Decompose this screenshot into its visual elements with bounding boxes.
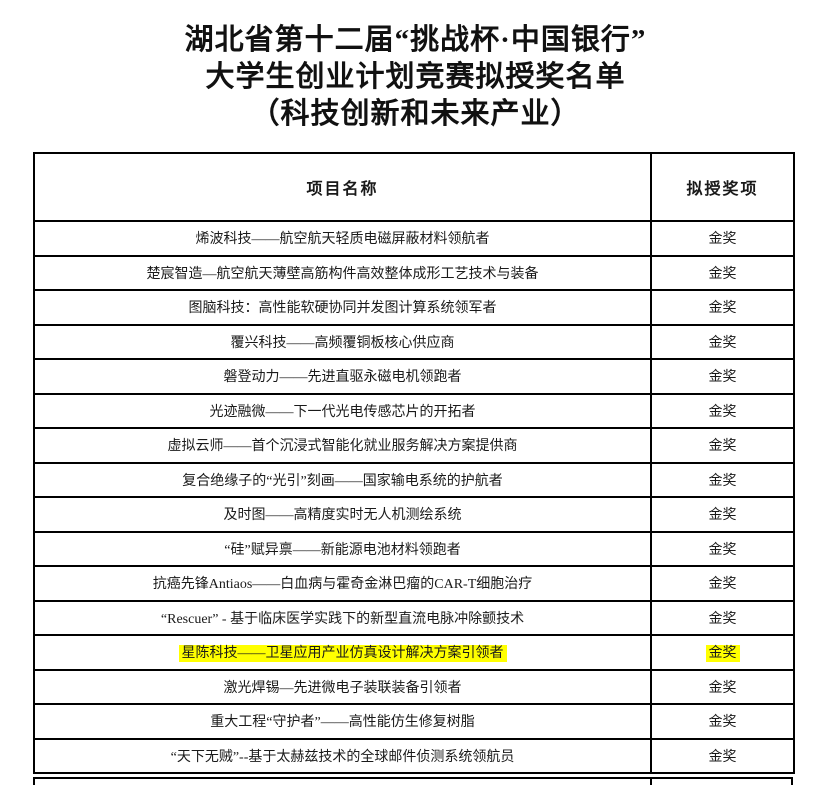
award-value: 金奖 — [708, 370, 737, 386]
project-name: 光迹融微——下一代光电传感芯片的开拓者 — [209, 404, 476, 420]
award-cell: 金奖 — [650, 220, 795, 257]
award-cell: 金奖 — [650, 358, 795, 395]
column-header-award: 拟授奖项 — [650, 152, 795, 222]
award-value: 金奖 — [708, 611, 737, 627]
award-cell: 金奖 — [650, 634, 795, 671]
table-row: 重大工程“守护者”——高性能仿生修复树脂 金奖 — [33, 703, 795, 740]
award-cell: 金奖 — [650, 668, 795, 705]
project-cell: 图脑科技：高性能软硬协同并发图计算系统领军者 — [33, 289, 652, 326]
table-row: “天下无贼”--基于太赫兹技术的全球邮件侦测系统领航员 金奖 — [33, 737, 795, 774]
project-cell: 覆兴科技——高频覆铜板核心供应商 — [33, 323, 652, 360]
project-name: “硅”赋异禀——新能源电池材料领跑者 — [224, 542, 461, 558]
award-value: 金奖 — [708, 542, 737, 558]
award-value: 金奖 — [705, 645, 740, 663]
project-cell: “Rescuer” - 基于临床医学实践下的新型直流电脉冲除颤技术 — [33, 599, 652, 636]
project-name: “天下无贼”--基于太赫兹技术的全球邮件侦测系统领航员 — [170, 749, 515, 765]
project-name: 复合绝缘子的“光引”刻画——国家输电系统的护航者 — [182, 473, 503, 489]
award-value: 金奖 — [708, 232, 737, 248]
project-cell: 磐登动力——先进直驱永磁电机领跑者 — [33, 358, 652, 395]
table-body: 烯波科技——航空航天轻质电磁屏蔽材料领航者 金奖 楚宸智造—航空航天薄壁高筋构件高效… — [33, 220, 795, 774]
award-cell: 金奖 — [650, 565, 795, 602]
table-row: 星陈科技——卫星应用产业仿真设计解决方案引领者 金奖 — [33, 634, 795, 671]
title-line-2: 大学生创业计划竞赛拟授奖名单 — [205, 61, 626, 93]
table-row: 复合绝缘子的“光引”刻画——国家输电系统的护航者 金奖 — [33, 461, 795, 498]
award-cell: 金奖 — [650, 323, 795, 360]
project-name: 覆兴科技——高频覆铜板核心供应商 — [230, 335, 455, 351]
project-cell: 及时图——高精度实时无人机测绘系统 — [33, 496, 652, 533]
project-name: 虚拟云师——首个沉浸式智能化就业服务解决方案提供商 — [167, 439, 518, 455]
title-line-1: 湖北省第十二届“挑战杯·中国银行” — [184, 24, 647, 56]
project-name: “Rescuer” - 基于临床医学实践下的新型直流电脉冲除颤技术 — [160, 611, 525, 627]
project-name: 楚宸智造—航空航天薄壁高筋构件高效整体成形工艺技术与装备 — [146, 266, 539, 282]
award-cell: 金奖 — [650, 289, 795, 326]
project-name: 星陈科技——卫星应用产业仿真设计解决方案引领者 — [178, 645, 507, 663]
table-row: 抗癌先锋Antiaos——白血病与霍奇金淋巴瘤的CAR-T细胞治疗 金奖 — [33, 565, 795, 602]
award-cell: 金奖 — [650, 737, 795, 774]
table-row: 楚宸智造—航空航天薄壁高筋构件高效整体成形工艺技术与装备 金奖 — [33, 254, 795, 291]
project-cell: 重大工程“守护者”——高性能仿生修复树脂 — [33, 703, 652, 740]
project-cell: 楚宸智造—航空航天薄壁高筋构件高效整体成形工艺技术与装备 — [33, 254, 652, 291]
project-cell: 星陈科技——卫星应用产业仿真设计解决方案引领者 — [33, 634, 652, 671]
project-cell: “硅”赋异禀——新能源电池材料领跑者 — [33, 530, 652, 567]
project-name: 重大工程“守护者”——高性能仿生修复树脂 — [210, 715, 475, 731]
award-value: 金奖 — [708, 473, 737, 489]
project-cell: 光迹融微——下一代光电传感芯片的开拓者 — [33, 392, 652, 429]
table-row: 光迹融微——下一代光电传感芯片的开拓者 金奖 — [33, 392, 795, 429]
award-value: 金奖 — [708, 404, 737, 420]
table-row: 激光焊锡—先进微电子装联装备引领者 金奖 — [33, 668, 795, 705]
award-value: 金奖 — [708, 508, 737, 524]
award-value: 金奖 — [708, 749, 737, 765]
title-line-3: （科技创新和未来产业） — [250, 98, 581, 130]
table-row: 覆兴科技——高频覆铜板核心供应商 金奖 — [33, 323, 795, 360]
project-cell: 虚拟云师——首个沉浸式智能化就业服务解决方案提供商 — [33, 427, 652, 464]
award-cell: 金奖 — [650, 703, 795, 740]
project-cell: “天下无贼”--基于太赫兹技术的全球邮件侦测系统领航员 — [33, 737, 652, 774]
award-cell: 金奖 — [650, 427, 795, 464]
table-row: 磐登动力——先进直驱永磁电机领跑者 金奖 — [33, 358, 795, 395]
award-table: 项目名称 拟授奖项 烯波科技——航空航天轻质电磁屏蔽材料领航者 金奖 楚宸智造—航空… — [33, 152, 795, 774]
table-row: 图脑科技：高性能软硬协同并发图计算系统领军者 金奖 — [33, 289, 795, 326]
column-divider-stub — [650, 779, 652, 785]
project-name: 及时图——高精度实时无人机测绘系统 — [223, 508, 462, 524]
project-cell: 复合绝缘子的“光引”刻画——国家输电系统的护航者 — [33, 461, 652, 498]
table-row: “硅”赋异禀——新能源电池材料领跑者 金奖 — [33, 530, 795, 567]
award-value: 金奖 — [708, 439, 737, 455]
table-row: 烯波科技——航空航天轻质电磁屏蔽材料领航者 金奖 — [33, 220, 795, 257]
project-name: 磐登动力——先进直驱永磁电机领跑者 — [223, 370, 462, 386]
award-cell: 金奖 — [650, 496, 795, 533]
award-value: 金奖 — [708, 715, 737, 731]
table-row: “Rescuer” - 基于临床医学实践下的新型直流电脉冲除颤技术 金奖 — [33, 599, 795, 636]
award-value: 金奖 — [708, 680, 737, 696]
project-name: 抗癌先锋Antiaos——白血病与霍奇金淋巴瘤的CAR-T细胞治疗 — [152, 577, 533, 593]
next-row-cut-off — [33, 777, 793, 785]
award-value: 金奖 — [708, 301, 737, 317]
award-cell: 金奖 — [650, 254, 795, 291]
award-cell: 金奖 — [650, 599, 795, 636]
table-header-row: 项目名称 拟授奖项 — [33, 152, 795, 222]
table-row: 虚拟云师——首个沉浸式智能化就业服务解决方案提供商 金奖 — [33, 427, 795, 464]
column-header-project: 项目名称 — [33, 152, 652, 222]
award-cell: 金奖 — [650, 392, 795, 429]
document-title: 湖北省第十二届“挑战杯·中国银行” 大学生创业计划竞赛拟授奖名单 （科技创新和未… — [0, 22, 831, 133]
award-cell: 金奖 — [650, 461, 795, 498]
project-cell: 激光焊锡—先进微电子装联装备引领者 — [33, 668, 652, 705]
award-value: 金奖 — [708, 577, 737, 593]
project-name: 激光焊锡—先进微电子装联装备引领者 — [223, 680, 462, 696]
table-row: 及时图——高精度实时无人机测绘系统 金奖 — [33, 496, 795, 533]
project-name: 烯波科技——航空航天轻质电磁屏蔽材料领航者 — [195, 232, 490, 248]
award-value: 金奖 — [708, 335, 737, 351]
project-cell: 抗癌先锋Antiaos——白血病与霍奇金淋巴瘤的CAR-T细胞治疗 — [33, 565, 652, 602]
award-cell: 金奖 — [650, 530, 795, 567]
project-name: 图脑科技：高性能软硬协同并发图计算系统领军者 — [188, 301, 497, 317]
award-value: 金奖 — [708, 266, 737, 282]
project-cell: 烯波科技——航空航天轻质电磁屏蔽材料领航者 — [33, 220, 652, 257]
